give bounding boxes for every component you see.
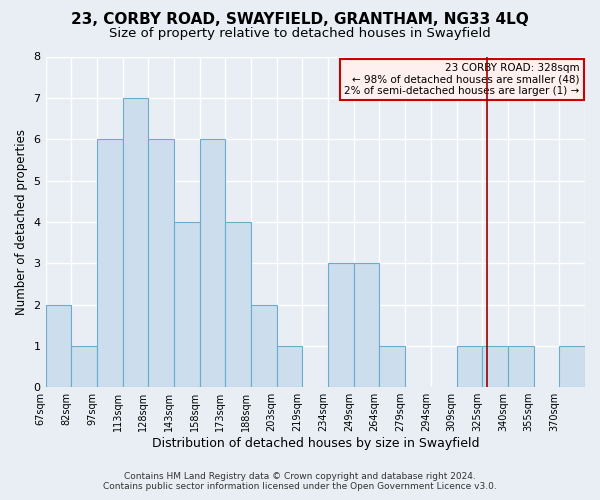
Bar xyxy=(71,346,97,387)
Text: 23, CORBY ROAD, SWAYFIELD, GRANTHAM, NG33 4LQ: 23, CORBY ROAD, SWAYFIELD, GRANTHAM, NG3… xyxy=(71,12,529,28)
Bar xyxy=(148,139,174,387)
Text: Contains public sector information licensed under the Open Government Licence v3: Contains public sector information licen… xyxy=(103,482,497,491)
Bar xyxy=(46,304,71,387)
X-axis label: Distribution of detached houses by size in Swayfield: Distribution of detached houses by size … xyxy=(152,437,479,450)
Bar xyxy=(482,346,508,387)
Bar xyxy=(200,139,226,387)
Bar xyxy=(328,263,354,387)
Bar xyxy=(379,346,405,387)
Bar xyxy=(277,346,302,387)
Bar xyxy=(174,222,200,387)
Bar xyxy=(559,346,585,387)
Bar xyxy=(457,346,482,387)
Text: 23 CORBY ROAD: 328sqm
← 98% of detached houses are smaller (48)
2% of semi-detac: 23 CORBY ROAD: 328sqm ← 98% of detached … xyxy=(344,63,580,96)
Bar xyxy=(251,304,277,387)
Bar xyxy=(122,98,148,387)
Bar xyxy=(354,263,379,387)
Text: Size of property relative to detached houses in Swayfield: Size of property relative to detached ho… xyxy=(109,28,491,40)
Y-axis label: Number of detached properties: Number of detached properties xyxy=(15,129,28,315)
Bar xyxy=(97,139,122,387)
Bar xyxy=(508,346,533,387)
Bar xyxy=(226,222,251,387)
Text: Contains HM Land Registry data © Crown copyright and database right 2024.: Contains HM Land Registry data © Crown c… xyxy=(124,472,476,481)
